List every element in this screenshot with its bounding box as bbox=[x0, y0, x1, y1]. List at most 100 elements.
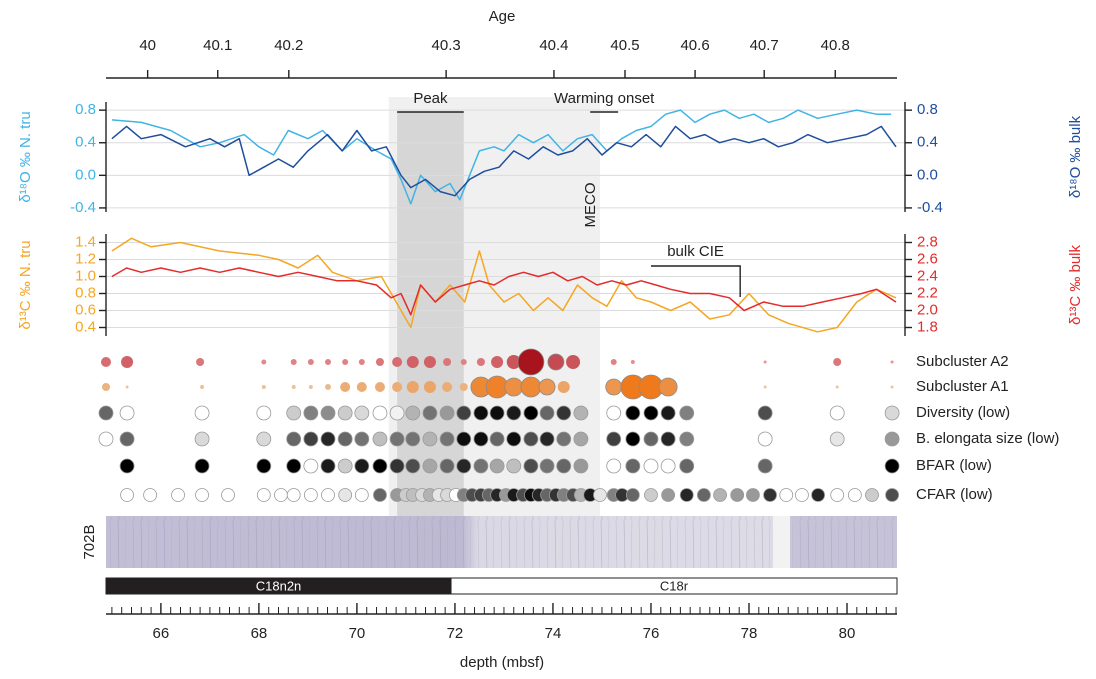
bubble bbox=[679, 405, 695, 421]
bubble bbox=[538, 378, 556, 396]
bubble bbox=[375, 358, 384, 366]
bubble bbox=[356, 382, 367, 392]
age-tick-label: 40.3 bbox=[432, 37, 461, 54]
x-tick-label: 78 bbox=[741, 625, 758, 642]
bubble bbox=[405, 458, 421, 474]
bubble bbox=[422, 405, 438, 421]
y-tick-label: 0.8 bbox=[75, 284, 96, 301]
bubble bbox=[372, 405, 388, 421]
bubble bbox=[523, 458, 539, 474]
bubble bbox=[713, 488, 727, 502]
bubble bbox=[443, 358, 452, 366]
bubble bbox=[556, 458, 572, 474]
bubble bbox=[679, 431, 695, 447]
row-label: Subcluster A2 bbox=[916, 353, 1009, 370]
bubble bbox=[354, 431, 370, 447]
series-line bbox=[111, 125, 897, 197]
bubble bbox=[460, 359, 467, 365]
bubble bbox=[194, 405, 210, 421]
age-tick-label: 40.4 bbox=[539, 37, 568, 54]
bubble bbox=[125, 385, 129, 389]
bubble bbox=[829, 405, 845, 421]
bubble bbox=[392, 382, 403, 392]
row-label: Diversity (low) bbox=[916, 404, 1010, 421]
chron-label: C18r bbox=[660, 578, 689, 593]
bubble bbox=[539, 405, 555, 421]
bubble bbox=[261, 385, 266, 389]
bubble bbox=[829, 431, 845, 447]
bubble bbox=[256, 431, 272, 447]
bubble bbox=[340, 382, 351, 392]
bubble bbox=[763, 488, 777, 502]
y2-tick-label: 2.8 bbox=[917, 233, 938, 250]
chron bbox=[450, 577, 898, 595]
bubble bbox=[439, 431, 455, 447]
bubble bbox=[389, 431, 405, 447]
bubble bbox=[660, 458, 676, 474]
bubble bbox=[593, 488, 607, 502]
x-tick-label: 68 bbox=[251, 625, 268, 642]
bubble bbox=[342, 359, 349, 365]
bubble bbox=[730, 488, 745, 502]
y2-tick-label: 2.2 bbox=[917, 284, 938, 301]
bubble bbox=[556, 431, 572, 447]
bubble bbox=[491, 356, 504, 368]
y2-tick-label: 1.8 bbox=[917, 318, 938, 335]
bubble bbox=[321, 488, 335, 502]
bubble bbox=[506, 355, 521, 369]
bubble bbox=[389, 458, 405, 474]
series-line bbox=[111, 109, 892, 205]
bubble bbox=[200, 385, 205, 389]
bubble bbox=[286, 431, 302, 447]
bubble bbox=[286, 458, 302, 474]
bubble bbox=[196, 358, 205, 366]
y-tick-label: 1.0 bbox=[75, 267, 96, 284]
bubble bbox=[606, 431, 622, 447]
bubble bbox=[320, 405, 336, 421]
bubble bbox=[290, 359, 297, 365]
bubble bbox=[308, 385, 313, 389]
bubble bbox=[171, 488, 185, 502]
bubble bbox=[566, 355, 581, 369]
y2-tick-label: 2.6 bbox=[917, 250, 938, 267]
bubble bbox=[354, 458, 370, 474]
age-tick-label: 40.1 bbox=[203, 37, 232, 54]
bubble bbox=[643, 431, 659, 447]
bubble bbox=[625, 405, 641, 421]
bubble bbox=[520, 376, 542, 398]
bubble bbox=[556, 405, 572, 421]
y2-tick-label: 0.8 bbox=[917, 101, 938, 118]
age-tick-label: 40.5 bbox=[610, 37, 639, 54]
bubble bbox=[372, 431, 388, 447]
series-line bbox=[111, 237, 897, 333]
bubble bbox=[833, 358, 842, 366]
bubble bbox=[121, 356, 134, 368]
bubble bbox=[557, 381, 570, 393]
bubble bbox=[625, 458, 641, 474]
y-tick-label: -0.4 bbox=[70, 199, 96, 216]
bubble bbox=[610, 359, 617, 365]
row-label: BFAR (low) bbox=[916, 457, 992, 474]
bubble bbox=[98, 405, 114, 421]
core-gap bbox=[773, 516, 790, 568]
bracket-label: bulk CIE bbox=[667, 243, 724, 260]
bubble bbox=[757, 431, 773, 447]
bubble bbox=[439, 405, 455, 421]
bubble bbox=[489, 431, 505, 447]
bubble bbox=[517, 348, 545, 376]
foreground-layer: MECO Peak Warming onset Age 40 40.1 40.2 40.3 40… bbox=[17, 8, 1084, 671]
bubble bbox=[422, 431, 438, 447]
bubble bbox=[194, 458, 210, 474]
bubble bbox=[697, 488, 711, 502]
bubble bbox=[506, 405, 522, 421]
y2-tick-label: 2.0 bbox=[917, 301, 938, 318]
age-tick-label: 40.6 bbox=[680, 37, 709, 54]
bubble bbox=[795, 488, 809, 502]
bubble bbox=[763, 360, 767, 364]
bubble bbox=[320, 431, 336, 447]
bubble bbox=[504, 377, 524, 397]
bubble bbox=[625, 488, 640, 502]
bubble bbox=[890, 385, 894, 389]
bubble bbox=[374, 382, 385, 392]
